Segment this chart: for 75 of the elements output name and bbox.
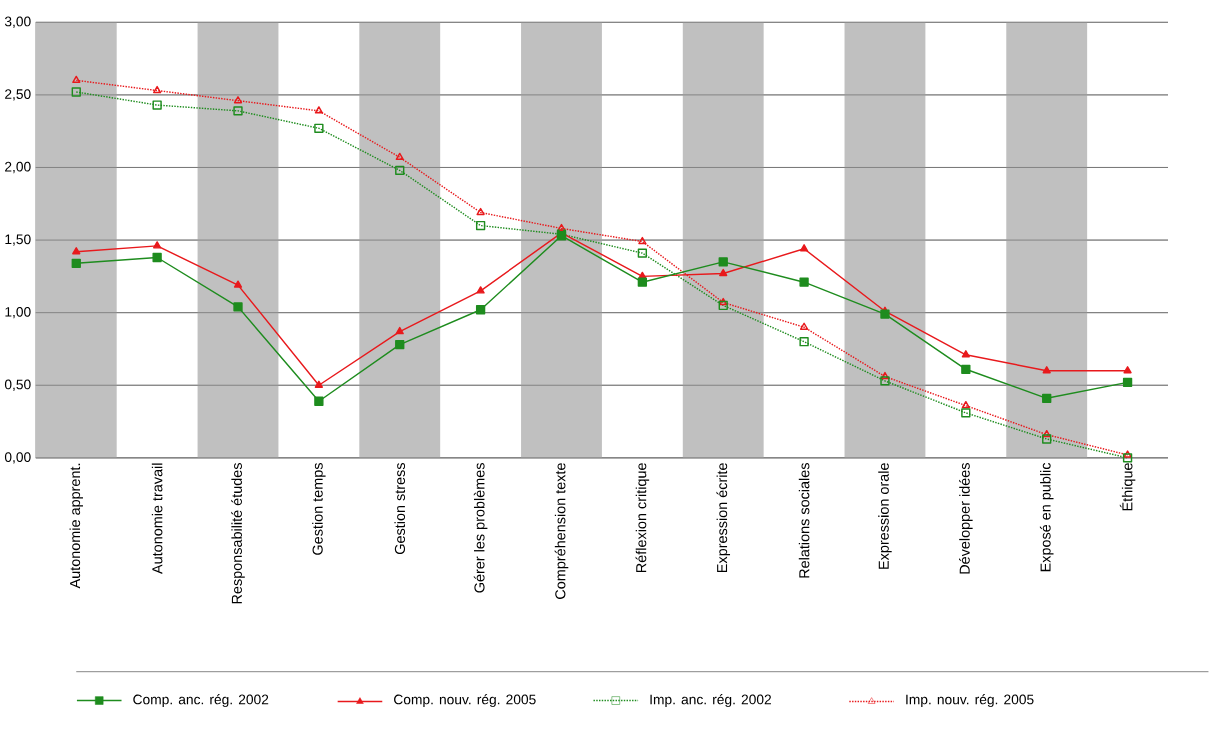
point — [1042, 430, 1051, 438]
point — [1123, 450, 1132, 458]
point — [718, 300, 728, 311]
point — [719, 298, 728, 306]
point — [1122, 453, 1133, 463]
x-tick-label: Compréhension texte — [554, 463, 569, 600]
point — [233, 96, 243, 104]
x-tick-label: Autonomie travail — [151, 463, 163, 575]
point — [233, 302, 243, 312]
point — [961, 350, 970, 358]
point — [153, 86, 162, 94]
x-tick-label: Développer idées — [959, 463, 973, 574]
point — [475, 305, 486, 315]
x-tick-label: Expression écrite — [716, 463, 731, 573]
y-tick-label: 0,50 — [4, 379, 31, 392]
point — [233, 106, 243, 116]
point — [718, 257, 728, 267]
point — [1042, 434, 1052, 444]
point — [880, 309, 890, 319]
point — [799, 244, 809, 252]
point — [152, 253, 162, 263]
point — [72, 75, 81, 84]
y-tick-label: 0,00 — [4, 452, 31, 464]
point — [395, 340, 405, 350]
point — [475, 221, 486, 231]
y-tick-label: 2,50 — [5, 89, 31, 101]
x-tick-label: Éthique — [1119, 463, 1136, 511]
x-tick-label: Gérer les problèmes — [473, 463, 488, 593]
point — [637, 277, 648, 288]
y-tick-label: 1,00 — [5, 307, 31, 319]
point — [72, 247, 81, 255]
x-tick-label: Expression orale — [878, 463, 892, 569]
point — [1122, 377, 1133, 388]
point — [395, 327, 404, 335]
point — [799, 322, 809, 331]
point — [880, 376, 890, 386]
point — [799, 277, 809, 288]
point — [1042, 366, 1051, 374]
point — [638, 237, 647, 245]
y-tick-label: 2,00 — [5, 161, 31, 174]
x-tick-label: Relations sociales — [798, 463, 810, 578]
x-tick-label: Responsabilité études — [231, 463, 245, 604]
point — [961, 408, 971, 418]
point — [880, 372, 890, 380]
legend-label: Comp. anc. rég. 2002 — [133, 694, 269, 708]
point — [314, 123, 324, 134]
point — [637, 248, 648, 258]
point — [1123, 366, 1132, 374]
y-tick-label: 3,00 — [4, 16, 31, 29]
point — [395, 165, 405, 176]
point — [71, 258, 81, 269]
point — [233, 280, 243, 288]
legend-label: Comp. nouv. rég. 2005 — [394, 694, 536, 708]
x-tick-label: Gestion stress — [394, 463, 406, 555]
x-tick-label: Exposé en public — [1039, 463, 1054, 572]
y-tick-label: 1,50 — [5, 234, 31, 246]
point — [71, 87, 81, 97]
point — [476, 286, 485, 294]
legend-label: Imp. nouv. rég. 2005 — [906, 694, 1034, 708]
point — [153, 241, 162, 249]
point — [395, 152, 404, 161]
point — [314, 396, 324, 407]
point — [1042, 393, 1052, 404]
point — [152, 100, 162, 110]
point — [961, 401, 970, 409]
point — [799, 337, 809, 347]
point — [961, 364, 971, 375]
point — [314, 106, 323, 114]
point — [314, 380, 323, 389]
x-tick-label: Réflexion critique — [635, 463, 650, 573]
x-tick-label: Autonomie apprent. — [69, 464, 83, 589]
point — [476, 208, 485, 216]
x-tick-label: Gestion temps — [312, 463, 326, 555]
legend-label: Imp. anc. rég. 2002 — [650, 694, 771, 708]
point — [719, 269, 728, 277]
